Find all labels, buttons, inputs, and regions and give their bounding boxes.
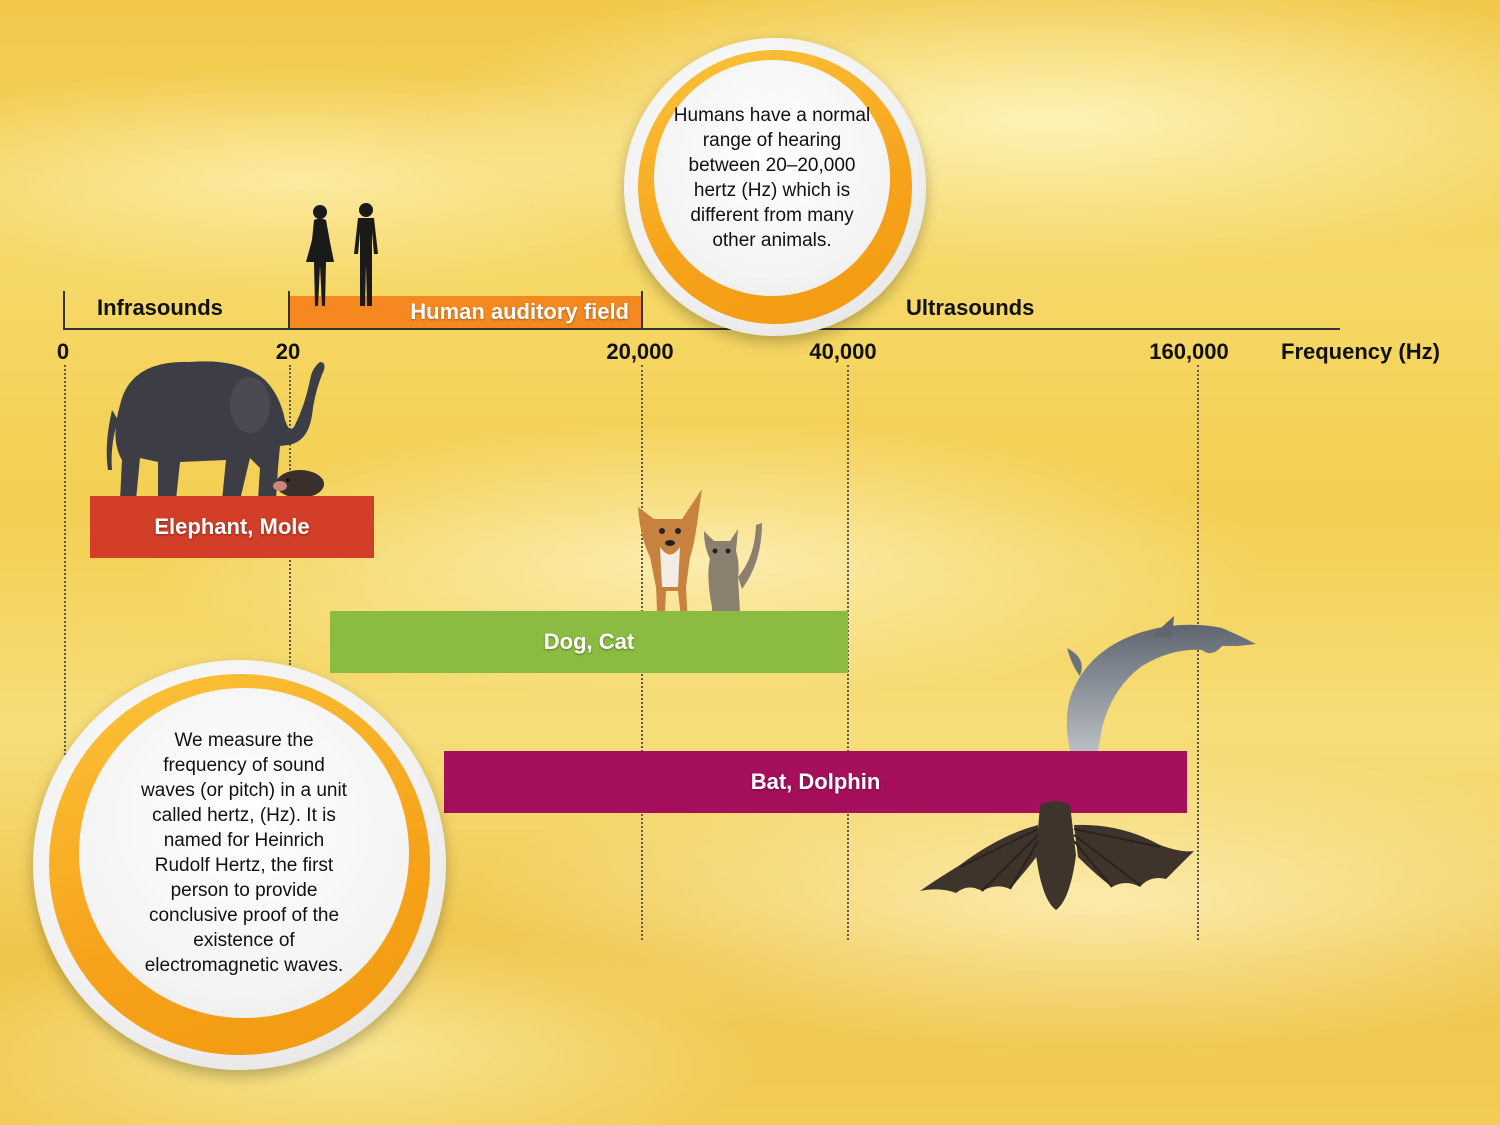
human-auditory-field-bar: Human auditory field <box>290 296 641 328</box>
tick-label-0: 0 <box>56 339 70 364</box>
band-bat-dolphin-label: Bat, Dolphin <box>750 769 881 794</box>
tick-label-20: 20 <box>275 339 301 364</box>
hertz-text: We measure the frequency of sound waves … <box>141 730 347 976</box>
axis-tick-20 <box>288 291 290 330</box>
bat-icon <box>920 801 1194 910</box>
frequency-axis-label: Frequency (Hz) <box>1281 339 1440 364</box>
ultrasounds-label: Ultrasounds <box>906 295 1035 320</box>
human-silhouettes-icon <box>306 203 378 306</box>
dog-icon <box>638 489 702 632</box>
guide-line-160000 <box>1197 365 1199 940</box>
axis-tick-0 <box>63 291 65 330</box>
dolphin-icon <box>1066 616 1256 751</box>
mole-icon <box>273 470 324 498</box>
human-auditory-field-label: Human auditory field <box>410 299 629 324</box>
band-dog-cat: Dog, Cat <box>330 611 848 673</box>
guide-line-0 <box>64 365 66 755</box>
tick-label-20000: 20,000 <box>606 339 674 364</box>
human-hearing-bubble: Humans have a normal range of hearing be… <box>624 38 926 336</box>
human-hearing-text: Humans have a normal range of hearing be… <box>673 105 871 251</box>
guide-line-40000 <box>847 365 849 940</box>
axis-tick-20000 <box>641 291 643 330</box>
tick-label-160000: 160,000 <box>1149 339 1229 364</box>
band-elephant-mole-label: Elephant, Mole <box>154 514 310 539</box>
frequency-axis <box>63 328 1340 330</box>
human-hearing-bubble-inner: Humans have a normal range of hearing be… <box>654 60 890 296</box>
hertz-bubble-inner: We measure the frequency of sound waves … <box>79 688 409 1018</box>
band-dog-cat-label: Dog, Cat <box>543 629 635 654</box>
elephant-icon <box>106 361 325 500</box>
hertz-bubble: We measure the frequency of sound waves … <box>33 660 446 1070</box>
band-elephant-mole: Elephant, Mole <box>90 496 374 558</box>
infrasounds-label: Infrasounds <box>97 295 223 320</box>
tick-label-40000: 40,000 <box>809 339 877 364</box>
